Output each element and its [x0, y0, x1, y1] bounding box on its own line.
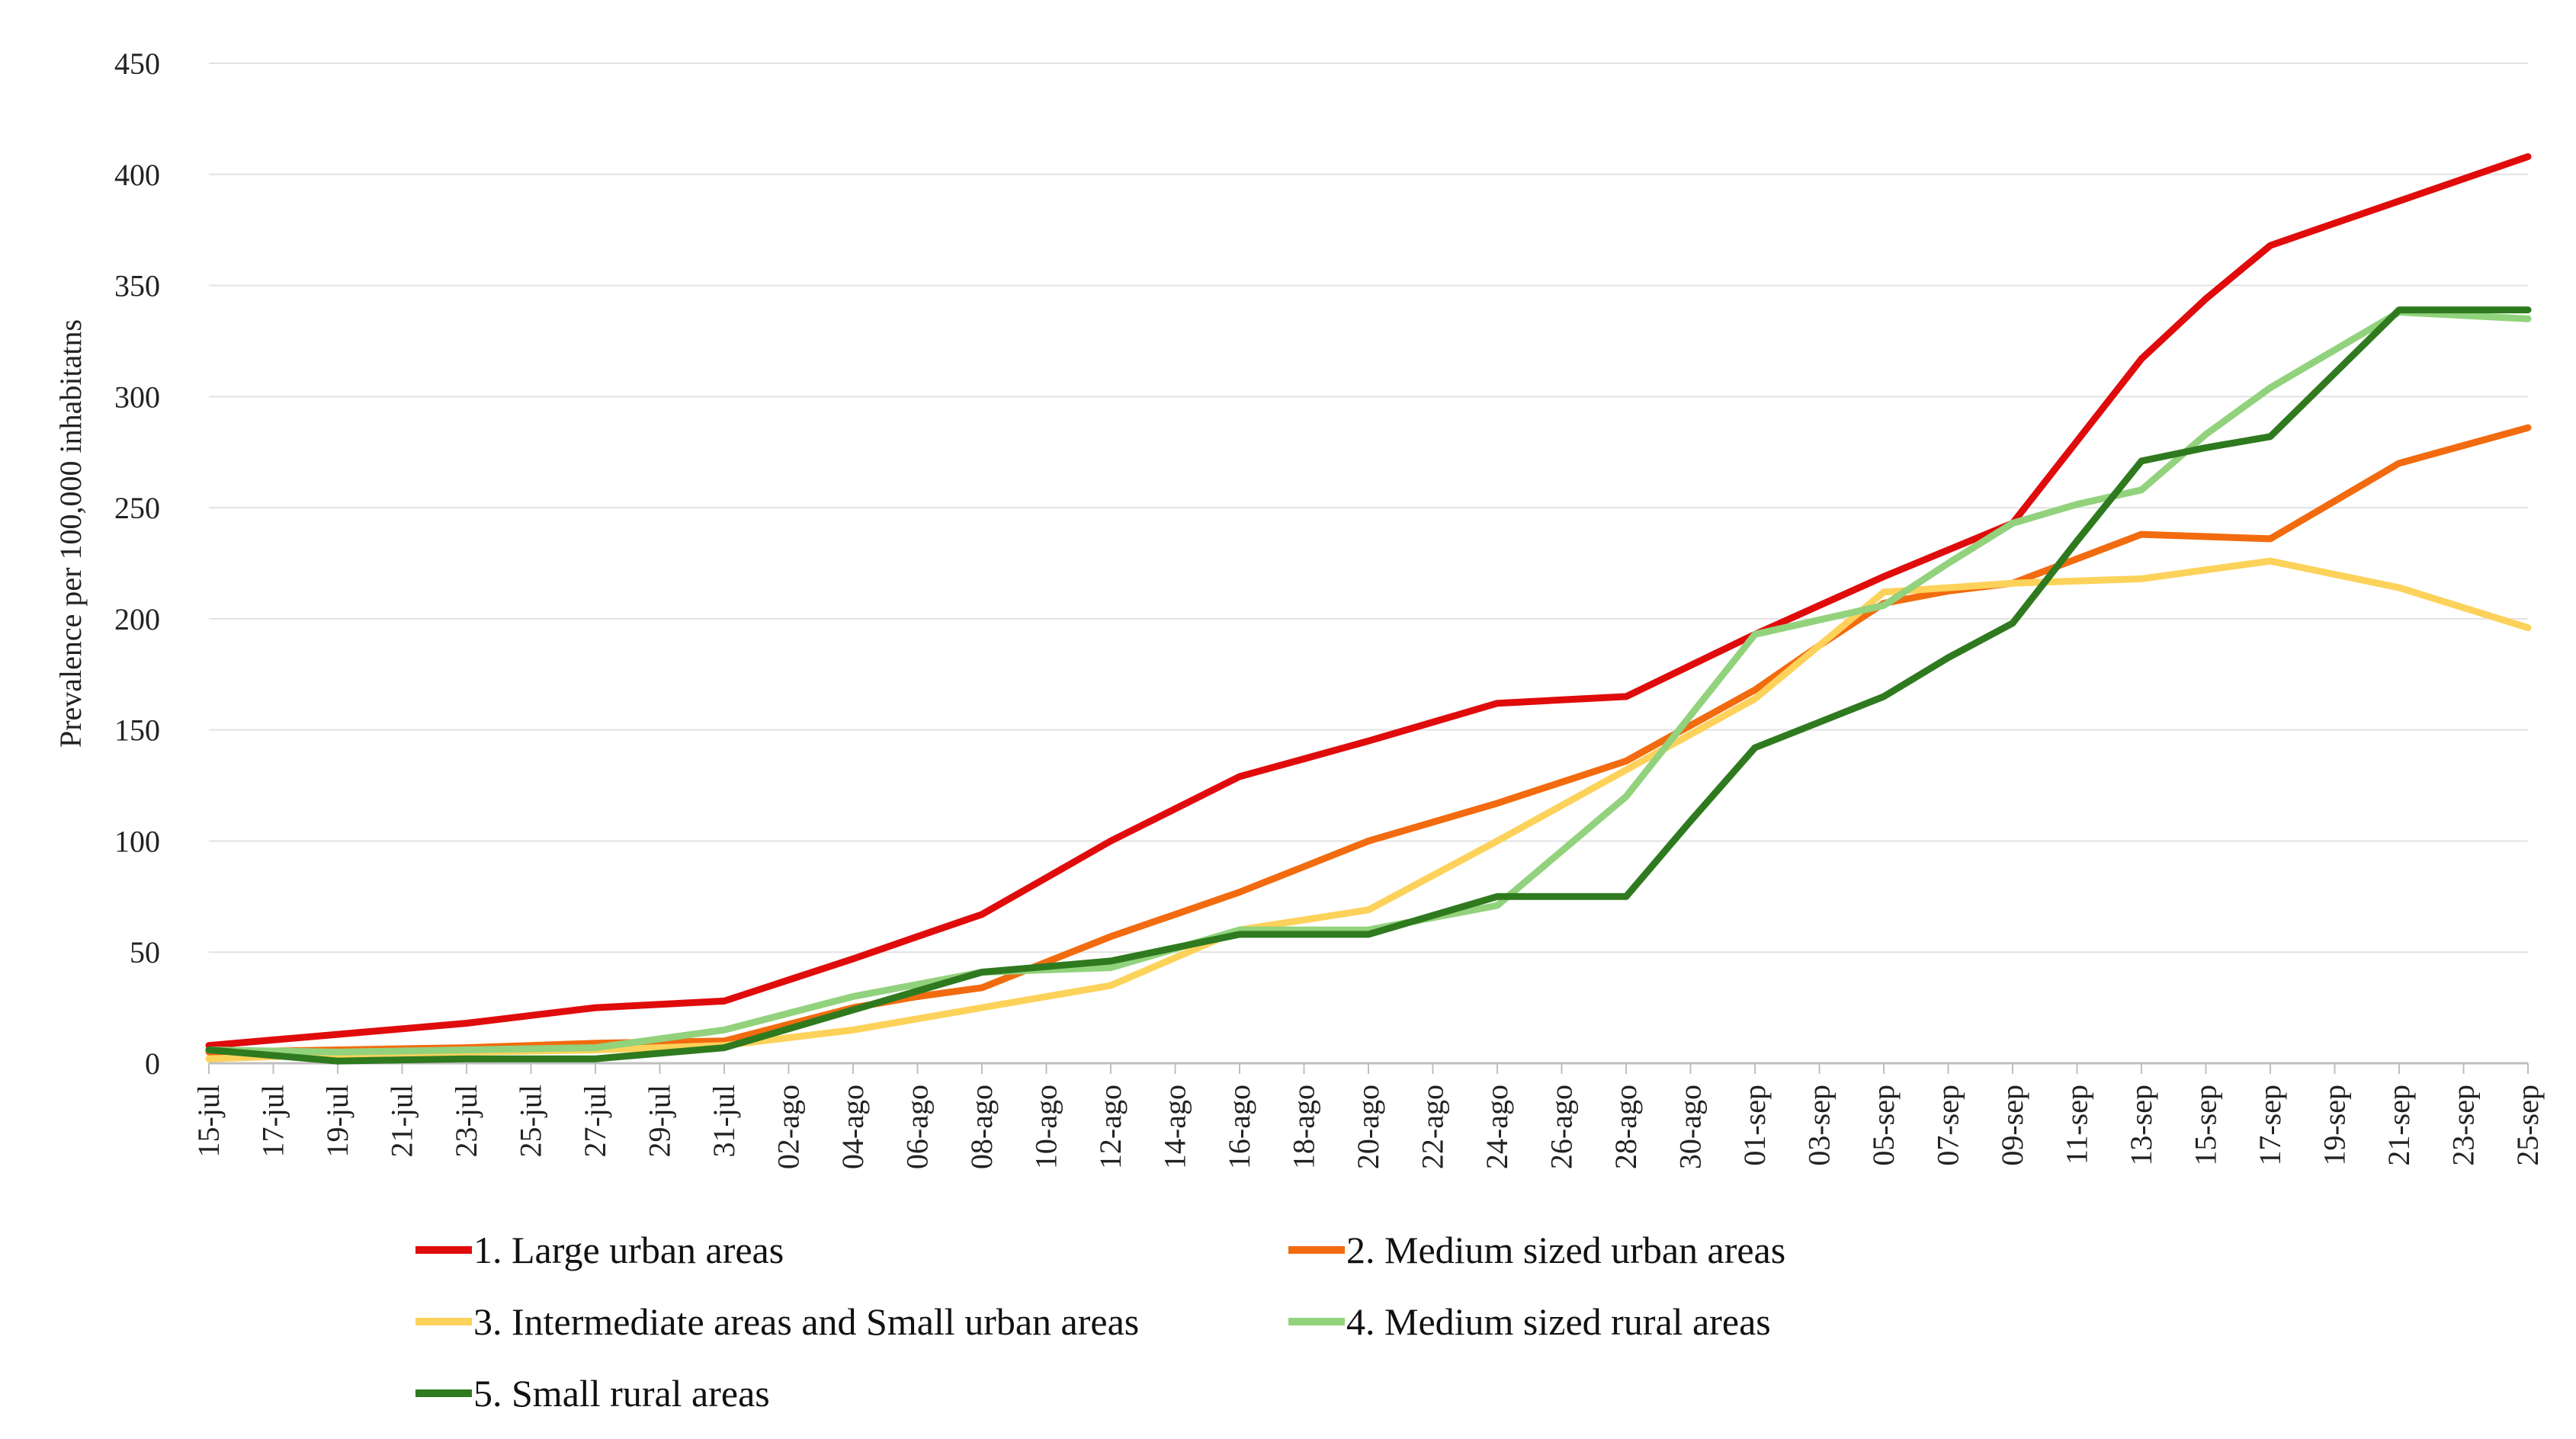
x-tick-label: 23-jul: [449, 1085, 483, 1158]
y-tick-label: 400: [114, 158, 160, 192]
x-tick-label: 17-sep: [2253, 1085, 2287, 1166]
x-tick-label: 23-sep: [2446, 1085, 2481, 1166]
x-tick-label: 15-jul: [191, 1085, 226, 1158]
x-tick-label: 03-sep: [1802, 1085, 1837, 1166]
y-tick-label: 100: [114, 824, 160, 858]
legend-label: 2. Medium sized urban areas: [1346, 1229, 1785, 1271]
legend-label: 5. Small rural areas: [473, 1372, 770, 1415]
y-tick-label: 350: [114, 269, 160, 303]
y-tick-label: 150: [114, 713, 160, 748]
x-tick-label: 29-jul: [643, 1085, 677, 1158]
x-tick-label: 30-ago: [1673, 1085, 1708, 1169]
x-tick-label: 13-sep: [2124, 1085, 2158, 1166]
x-tick-label: 25-sep: [2510, 1085, 2545, 1166]
x-tick-label: 31-jul: [707, 1085, 741, 1158]
y-tick-label: 300: [114, 380, 160, 414]
x-tick-label: 04-ago: [836, 1085, 870, 1169]
x-tick-label: 28-ago: [1609, 1085, 1643, 1169]
legend-item-5: 5. Small rural areas: [415, 1372, 770, 1415]
x-tick-label: 12-ago: [1093, 1085, 1128, 1169]
y-tick-label: 0: [145, 1046, 160, 1081]
x-tick-label: 22-ago: [1416, 1085, 1450, 1169]
x-tick-label: 19-jul: [320, 1085, 354, 1158]
y-axis-title: Prevalence per 100,000 inhabitatns: [53, 319, 88, 748]
x-tick-label: 07-sep: [1931, 1085, 1965, 1166]
x-tick-label: 06-ago: [900, 1085, 935, 1169]
x-tick-label: 16-ago: [1222, 1085, 1256, 1169]
x-tick-label: 26-ago: [1545, 1085, 1579, 1169]
x-tick-label: 27-jul: [578, 1085, 612, 1158]
series-line-5: [205, 306, 2532, 1065]
legend-item-1: 1. Large urban areas: [415, 1229, 784, 1271]
y-tick-label: 450: [114, 46, 160, 81]
x-tick-label: 21-sep: [2382, 1085, 2416, 1166]
legend-item-2: 2. Medium sized urban areas: [1288, 1229, 1785, 1271]
legend: 1. Large urban areas 2. Medium sized urba…: [415, 1229, 1785, 1415]
x-tick-label: 17-jul: [256, 1085, 290, 1158]
series-lines: [205, 153, 2532, 1065]
x-tick-label: 15-sep: [2189, 1085, 2223, 1166]
series-line-3: [205, 557, 2532, 1062]
legend-label: 4. Medium sized rural areas: [1346, 1300, 1771, 1343]
x-tick-label: 24-ago: [1480, 1085, 1514, 1169]
x-tick-label: 25-jul: [514, 1085, 548, 1158]
x-tick-label: 08-ago: [964, 1085, 999, 1169]
x-tick-label: 14-ago: [1158, 1085, 1192, 1169]
y-tick-label: 250: [114, 491, 160, 525]
x-axis: 15-jul 17-jul 19-jul 21-jul 23-jul 25-jul 27-j…: [191, 1063, 2545, 1169]
series-line-4: [205, 309, 2532, 1056]
x-tick-label: 21-jul: [385, 1085, 419, 1158]
x-tick-label: 09-sep: [1995, 1085, 2029, 1166]
x-tick-label: 01-sep: [1737, 1085, 1772, 1166]
x-tick-label: 10-ago: [1029, 1085, 1063, 1169]
x-tick-label: 18-ago: [1287, 1085, 1321, 1169]
legend-label: 1. Large urban areas: [473, 1229, 784, 1271]
legend-label: 3. Intermediate areas and Small urban ar…: [473, 1300, 1139, 1343]
x-tick-label: 11-sep: [2060, 1085, 2094, 1165]
legend-item-3: 3. Intermediate areas and Small urban ar…: [415, 1300, 1139, 1343]
legend-item-4: 4. Medium sized rural areas: [1288, 1300, 1771, 1343]
y-axis: 0 50 100 150 200 250 300 350 400 450: [114, 46, 160, 1081]
x-tick-label: 20-ago: [1351, 1085, 1385, 1169]
y-tick-label: 50: [130, 935, 160, 969]
x-tick-label: 19-sep: [2318, 1085, 2352, 1166]
y-tick-label: 200: [114, 602, 160, 636]
x-tick-label: 02-ago: [772, 1085, 806, 1169]
x-tick-label: 05-sep: [1866, 1085, 1901, 1166]
gridlines: [209, 62, 2528, 1065]
